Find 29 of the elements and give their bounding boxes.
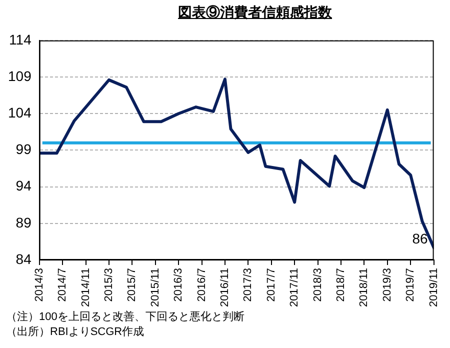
x-tick-label: 2014/3 [33, 268, 46, 302]
y-tick-label: 114 [9, 31, 32, 48]
y-tick-label: 84 [16, 250, 32, 267]
x-tick-label: 2018/11 [358, 268, 370, 308]
x-tick-label: 2017/3 [242, 268, 254, 302]
y-tick-label: 89 [16, 214, 32, 230]
x-tick-label: 2015/11 [149, 268, 162, 308]
x-tick-label: 2016/7 [196, 268, 208, 302]
x-tick-label: 2015/7 [126, 268, 138, 302]
chart-title: 図表⑨消費者信頼感指数 [177, 3, 333, 22]
text: （注）100を上回ると改善、下回ると悪化と判断 [6, 310, 246, 325]
y-tick-label: 109 [8, 68, 32, 84]
x-tick-label: 2014/7 [56, 268, 69, 302]
y-tick-label: 104 [8, 104, 32, 120]
y-tick-label: 94 [16, 178, 32, 194]
y-tick-label: 99 [16, 141, 32, 158]
x-tick-label: 2019/3 [381, 268, 394, 302]
x-tick-label: 2019/11 [428, 268, 440, 308]
text: （出所）RBIよりSCGR作成 [6, 325, 146, 340]
x-tick-label: 2016/11 [219, 268, 232, 308]
x-tick-label: 2014/11 [80, 268, 92, 308]
data-label: 86 [412, 230, 428, 246]
x-tick-label: 2017/7 [265, 268, 278, 302]
x-tick-label: 2018/7 [335, 268, 348, 302]
x-tick-label: 2017/11 [288, 268, 301, 308]
x-tick-label: 2018/3 [312, 268, 324, 302]
x-tick-label: 2019/7 [404, 268, 417, 302]
x-tick-label: 2015/3 [102, 268, 115, 302]
x-tick-label: 2016/3 [172, 268, 185, 302]
